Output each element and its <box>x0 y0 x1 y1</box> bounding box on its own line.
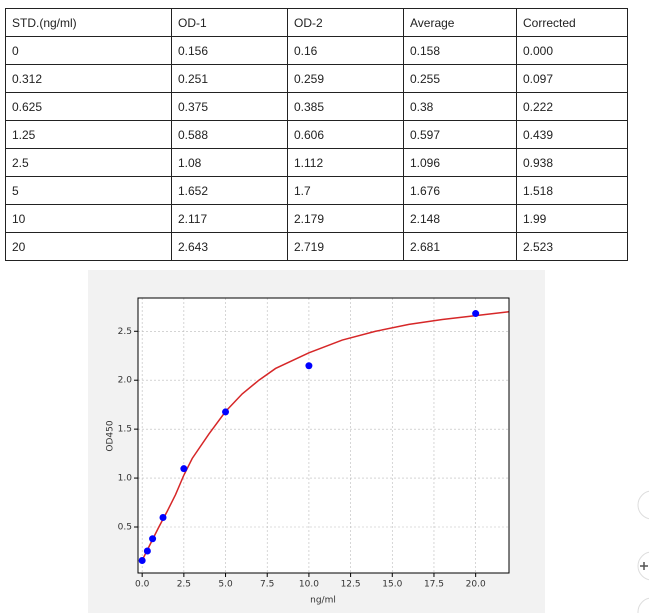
table-row: 0 0.156 0.16 0.158 0.000 <box>5 36 628 65</box>
data-point <box>222 408 230 416</box>
x-axis-label: ng/ml <box>310 596 336 606</box>
y-tick-label: 1.0 <box>118 474 133 484</box>
table-row: 20 2.643 2.719 2.681 2.523 <box>5 232 628 261</box>
table-cell: 2.643 <box>171 232 288 261</box>
table-cell: 1.096 <box>403 148 517 177</box>
x-tick-label: 17.5 <box>424 580 444 590</box>
y-tick-label: 2.0 <box>118 376 133 386</box>
table-cell: 1.08 <box>171 148 288 177</box>
x-tick-label: 7.5 <box>260 580 274 590</box>
table-cell: 5 <box>5 176 172 205</box>
table-cell: 0.38 <box>403 92 517 121</box>
table-cell: 2.719 <box>287 232 404 261</box>
axes-frame <box>137 297 510 574</box>
table-cell: OD-1 <box>171 8 288 37</box>
y-axis-label: OD450 <box>106 420 116 451</box>
table-cell: STD.(ng/ml) <box>5 8 172 37</box>
data-point <box>149 535 157 543</box>
table-cell: 0.938 <box>516 148 628 177</box>
zoom-out-button[interactable] <box>637 597 649 613</box>
plus-icon <box>640 562 648 570</box>
table-cell: 0.259 <box>287 64 404 93</box>
data-point <box>138 556 146 564</box>
table-cell: 0.16 <box>287 36 404 65</box>
table-cell: 1.676 <box>403 176 517 205</box>
x-tick-label: 10.0 <box>299 580 319 590</box>
table-cell: 0.588 <box>171 120 288 149</box>
x-tick-label: 12.5 <box>341 580 361 590</box>
plot-area <box>138 298 509 573</box>
table-cell: 0.156 <box>171 36 288 65</box>
table-cell: 20 <box>5 232 172 261</box>
x-tick-label: 20.0 <box>466 580 486 590</box>
x-tick-label: 0.0 <box>135 580 150 590</box>
table-row: STD.(ng/ml) OD-1 OD-2 Average Corrected <box>5 8 628 37</box>
zoom-button[interactable] <box>637 490 649 520</box>
data-point <box>305 362 313 370</box>
table-cell: 0.385 <box>287 92 404 121</box>
table-row: 10 2.117 2.179 2.148 1.99 <box>5 204 628 233</box>
table-cell: Average <box>403 8 517 37</box>
standards-table: STD.(ng/ml) OD-1 OD-2 Average Corrected 0 0.15… <box>5 8 628 261</box>
table-cell: 1.99 <box>516 204 628 233</box>
table-cell: 0.625 <box>5 92 172 121</box>
table-cell: Corrected <box>516 8 628 37</box>
data-point <box>472 310 480 318</box>
table-cell: 0.597 <box>403 120 517 149</box>
plot: 0.5 1.0 1.5 2.0 2.5 0.0 2.5 5.0 7.5 10.0 12.5 15.0 1… <box>118 298 510 590</box>
x-tick-label: 2.5 <box>177 580 191 590</box>
table-cell: 2.523 <box>516 232 628 261</box>
y-tick-label: 0.5 <box>118 523 132 533</box>
data-point <box>143 547 151 555</box>
y-tick-label: 1.5 <box>118 425 132 435</box>
table-cell: 0.255 <box>403 64 517 93</box>
fit-curve <box>141 310 510 561</box>
table-row: 5 1.652 1.7 1.676 1.518 <box>5 176 628 205</box>
table-cell: 2.179 <box>287 204 404 233</box>
y-tick-label: 2.5 <box>118 327 132 337</box>
x-tick-label: 5.0 <box>218 580 233 590</box>
data-point <box>180 465 188 473</box>
table-row: 0.625 0.375 0.385 0.38 0.222 <box>5 92 628 121</box>
data-point <box>159 514 167 522</box>
x-tick-label: 15.0 <box>382 580 402 590</box>
table-cell: 2.681 <box>403 232 517 261</box>
